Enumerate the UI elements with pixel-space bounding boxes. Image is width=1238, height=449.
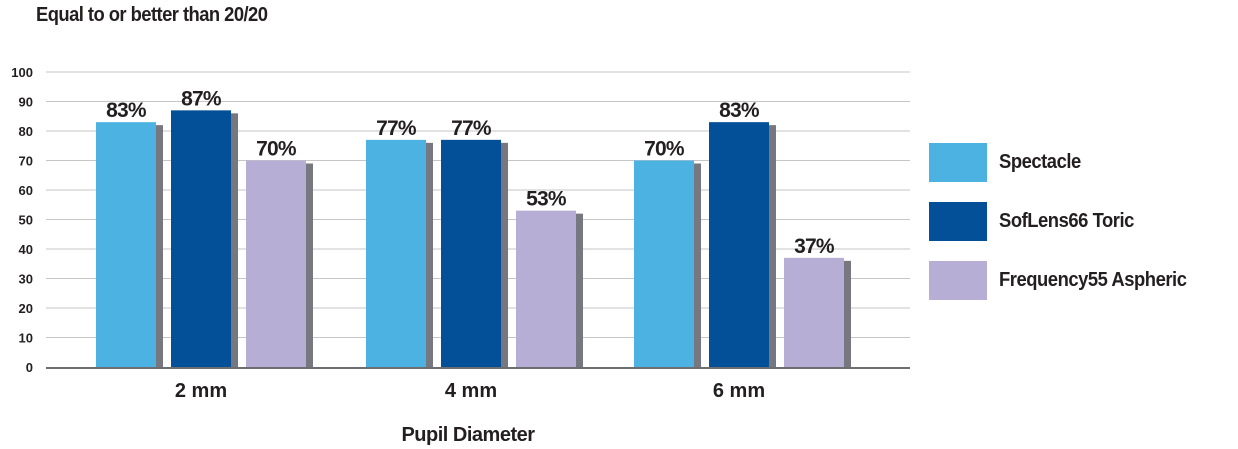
y-tick-label: 0 [26, 360, 33, 375]
bar [441, 139, 501, 367]
bar [516, 210, 576, 367]
data-label: 37% [794, 235, 835, 258]
y-tick-label: 100 [11, 65, 33, 80]
y-tick-label: 70 [19, 154, 33, 169]
legend-swatch-frequency55-aspheric [929, 261, 987, 300]
bar-shadow [768, 125, 776, 368]
bar [171, 110, 231, 367]
x-axis-title: Pupil Diameter [401, 424, 535, 446]
y-tick-label: 40 [19, 242, 33, 257]
bar [96, 122, 156, 368]
bar-shadow [693, 163, 701, 367]
x-tick-label: 6 mm [713, 380, 765, 402]
x-tick-label: 2 mm [175, 380, 227, 402]
y-tick-label: 10 [19, 331, 33, 346]
data-label: 70% [644, 138, 685, 161]
x-tick-label: 4 mm [445, 380, 497, 402]
data-label: 77% [376, 117, 417, 140]
data-label: 87% [181, 87, 222, 110]
y-tick-label: 80 [19, 124, 33, 139]
chart-title: Equal to or better than 20/20 [36, 4, 268, 26]
bar [634, 160, 694, 367]
data-label: 83% [106, 99, 147, 122]
legend-swatch-soflens66-toric [929, 202, 987, 241]
bar-shadow [155, 125, 163, 368]
y-tick-label: 90 [19, 95, 33, 110]
bar [709, 122, 769, 368]
data-label: 77% [451, 117, 492, 140]
legend-label-soflens66-toric: SofLens66 Toric [999, 210, 1134, 232]
y-tick-label: 60 [19, 183, 33, 198]
legend-swatch-spectacle [929, 143, 987, 182]
legend-item-soflens66-toric: SofLens66 Toric [929, 202, 1203, 241]
bar-shadow [500, 142, 508, 367]
bar [246, 160, 306, 367]
bar-chart: 0 10 20 30 40 50 60 70 80 90 100 83% 87% 70% 2 mm 77% 77… [11, 65, 910, 402]
legend-label-spectacle: Spectacle [999, 151, 1081, 173]
bar-shadow [305, 163, 313, 367]
bar-shadow [575, 213, 583, 367]
data-label: 83% [719, 99, 760, 122]
bar-shadow [425, 142, 433, 367]
legend-label-frequency55-aspheric: Frequency55 Aspheric [999, 269, 1187, 291]
bar [784, 257, 844, 367]
bar [366, 139, 426, 367]
y-tick-label: 20 [19, 301, 33, 316]
legend-item-spectacle: Spectacle [929, 143, 1203, 182]
legend-item-frequency55-aspheric: Frequency55 Aspheric [929, 261, 1203, 300]
bar-shadow [230, 113, 238, 367]
bar-shadow [843, 260, 851, 367]
y-tick-label: 50 [19, 213, 33, 228]
data-label: 53% [526, 188, 567, 211]
y-tick-label: 30 [19, 272, 33, 287]
legend: Spectacle SofLens66 Toric Frequency55 As… [929, 143, 1203, 320]
data-label: 70% [256, 138, 297, 161]
